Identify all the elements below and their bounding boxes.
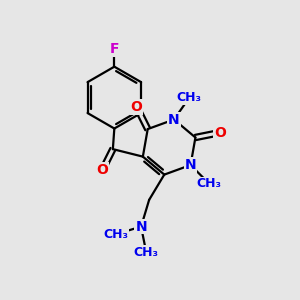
Text: CH₃: CH₃	[177, 91, 202, 104]
Text: O: O	[96, 163, 108, 177]
Text: O: O	[214, 126, 226, 140]
Text: N: N	[168, 112, 180, 127]
Text: CH₃: CH₃	[103, 228, 128, 241]
Text: N: N	[135, 220, 147, 234]
Text: CH₃: CH₃	[197, 177, 222, 190]
Text: F: F	[110, 42, 119, 56]
Text: O: O	[130, 100, 142, 114]
Text: CH₃: CH₃	[134, 246, 159, 259]
Text: N: N	[185, 158, 197, 172]
